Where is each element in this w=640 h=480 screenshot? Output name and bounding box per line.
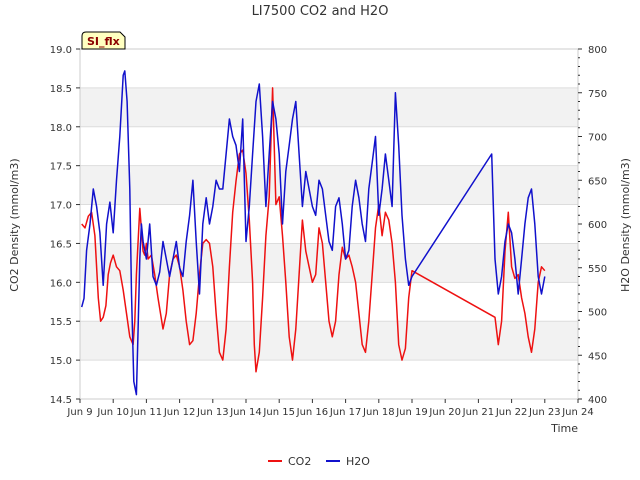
legend-label-h2o: H2O	[346, 455, 370, 468]
y-left-tick-label: 16.0	[50, 278, 72, 289]
x-tick-label: Jun 12	[163, 407, 196, 418]
x-tick-label: Jun 19	[395, 407, 428, 418]
x-tick-label: Jun 20	[428, 407, 461, 418]
y-right-tick-label: 700	[588, 133, 607, 144]
y-right-tick-label: 400	[588, 395, 607, 406]
y-axis-right: 400 450 500 550 600 650 700 750 800	[578, 45, 607, 406]
x-tick-label: Jun 21	[462, 407, 495, 418]
legend: CO2 H2O	[268, 455, 370, 468]
series-line-h2o	[80, 70, 546, 396]
x-tick-label: Jun 22	[495, 407, 528, 418]
y-right-tick-label: 750	[588, 89, 607, 100]
x-tick-label: Jun 17	[329, 407, 362, 418]
y-left-tick-label: 17.5	[50, 162, 72, 173]
badge-box	[81, 31, 126, 50]
y-left-tick-label: 18.5	[50, 84, 72, 95]
y-left-tick-label: 14.5	[50, 395, 72, 406]
x-tick-label: Jun 13	[196, 407, 229, 418]
si-flx-badge: SI_flx	[81, 31, 126, 50]
x-axis-label: Time	[550, 422, 578, 435]
plot-band	[80, 165, 578, 205]
x-tick-label: Jun 15	[262, 407, 295, 418]
y-right-tick-label: 550	[588, 264, 607, 275]
y-axis-left: 14.5 15.0 15.5 16.0 16.5 17.0 17.5 18.0 18.5 19.0	[50, 45, 80, 406]
y-left-tick-label: 17.0	[50, 201, 72, 212]
x-tick-label: Jun 10	[96, 407, 129, 418]
x-tick-label: Jun 14	[229, 407, 262, 418]
y-right-tick-label: 450	[588, 351, 607, 362]
plot-band	[80, 321, 578, 361]
chart-title: LI7500 CO2 and H2O	[252, 4, 389, 19]
y-left-tick-label: 15.5	[50, 317, 72, 328]
x-tick-label: Jun 9	[66, 407, 92, 418]
x-tick-label: Jun 23	[528, 407, 561, 418]
y-right-tick-label: 650	[588, 176, 607, 187]
y-right-tick-label: 500	[588, 308, 607, 319]
y-left-tick-label: 18.0	[50, 123, 72, 134]
y-axis-left-label: CO2 Density (mmol/m3)	[8, 158, 21, 291]
y-axis-right-label: H2O Density (mmol/m3)	[619, 158, 632, 292]
y-right-tick-label: 800	[588, 45, 607, 56]
legend-label-co2: CO2	[288, 455, 311, 468]
x-tick-label: Jun 11	[130, 407, 163, 418]
x-tick-label: Jun 18	[362, 407, 395, 418]
y-left-tick-label: 15.0	[50, 356, 72, 367]
x-tick-label: Jun 24	[561, 407, 594, 418]
x-tick-label: Jun 16	[296, 407, 329, 418]
x-axis: Jun 9 Jun 10 Jun 11 Jun 12 Jun 13 Jun 14 Jun 1…	[66, 399, 594, 418]
plot-band	[80, 87, 578, 127]
series-layer	[80, 70, 546, 396]
y-left-tick-label: 16.5	[50, 239, 72, 250]
series-line-co2	[81, 87, 546, 373]
y-right-tick-label: 600	[588, 220, 607, 231]
y-left-tick-label: 19.0	[50, 45, 72, 56]
badge-label: SI_flx	[87, 35, 120, 48]
